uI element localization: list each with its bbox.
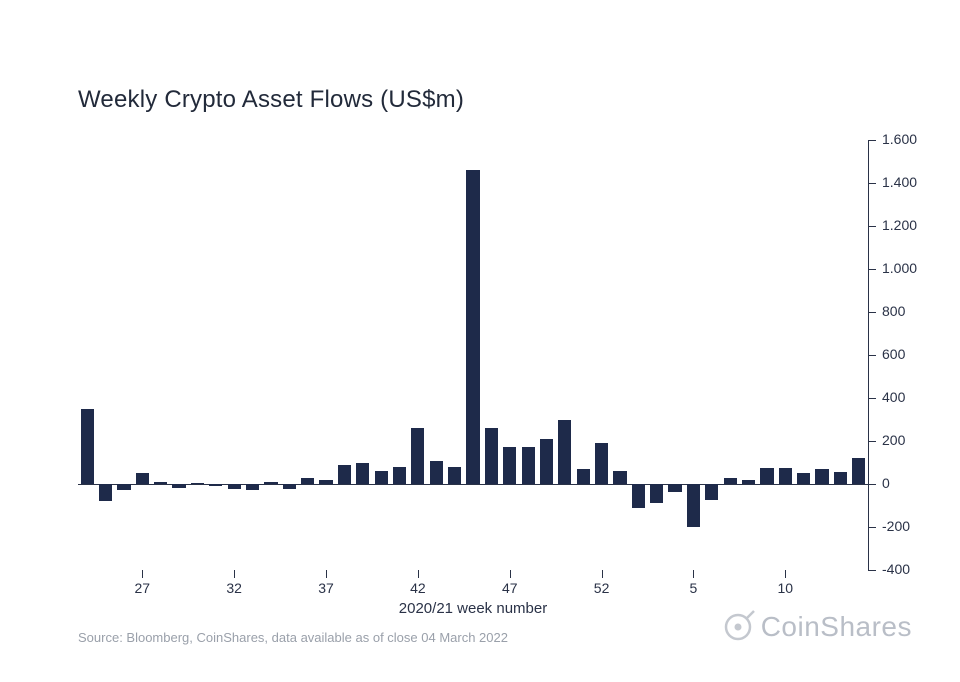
x-tick-mark <box>785 570 786 578</box>
zero-line <box>78 484 868 485</box>
bar <box>797 473 810 484</box>
y-tick-label: -200 <box>882 518 942 534</box>
x-tick-mark <box>602 570 603 578</box>
bar <box>595 443 608 484</box>
x-tick-label: 32 <box>226 580 242 596</box>
bar <box>650 484 663 503</box>
bar <box>356 463 369 485</box>
bar <box>283 484 296 489</box>
y-tick-mark <box>868 269 876 270</box>
y-tick-mark <box>868 355 876 356</box>
bar <box>430 461 443 484</box>
bar <box>705 484 718 500</box>
bar <box>687 484 700 527</box>
y-tick-label: 1.000 <box>882 260 942 276</box>
x-tick-mark <box>234 570 235 578</box>
bar-plot: -400-20002004006008001.0001.2001.4001.60… <box>78 140 868 570</box>
x-tick-label: 47 <box>502 580 518 596</box>
y-tick-mark <box>868 570 876 571</box>
y-tick-mark <box>868 183 876 184</box>
bar <box>209 484 222 486</box>
y-tick-mark <box>868 527 876 528</box>
bar <box>760 468 773 484</box>
x-tick-label: 42 <box>410 580 426 596</box>
x-tick-label: 5 <box>690 580 698 596</box>
bar <box>319 480 332 484</box>
bar <box>191 483 204 484</box>
y-tick-label: 400 <box>882 389 942 405</box>
brand-text: CoinShares <box>761 611 912 643</box>
y-tick-mark <box>868 484 876 485</box>
bar <box>742 480 755 484</box>
bar <box>81 409 94 484</box>
y-tick-mark <box>868 226 876 227</box>
bar <box>613 471 626 484</box>
x-tick-label: 10 <box>778 580 794 596</box>
bar <box>632 484 645 508</box>
x-axis-title: 2020/21 week number <box>399 600 547 617</box>
bar <box>228 484 241 489</box>
chart-area: -400-20002004006008001.0001.2001.4001.60… <box>78 140 868 570</box>
x-tick-label: 52 <box>594 580 610 596</box>
y-tick-label: 800 <box>882 303 942 319</box>
bar <box>375 471 388 484</box>
bar <box>136 473 149 484</box>
bar <box>834 472 847 484</box>
bar <box>815 469 828 484</box>
bar <box>779 468 792 484</box>
bar <box>668 484 681 492</box>
y-tick-mark <box>868 140 876 141</box>
bar <box>246 484 259 490</box>
bar <box>301 478 314 484</box>
bar <box>852 458 865 484</box>
brand: CoinShares <box>721 610 912 644</box>
y-tick-label: 1.400 <box>882 174 942 190</box>
bar <box>522 447 535 484</box>
x-tick-label: 27 <box>135 580 151 596</box>
x-tick-mark <box>510 570 511 578</box>
bar <box>117 484 130 490</box>
y-tick-mark <box>868 398 876 399</box>
bar <box>411 428 424 484</box>
x-tick-mark <box>142 570 143 578</box>
bar <box>558 420 571 485</box>
x-tick-mark <box>326 570 327 578</box>
bar <box>99 484 112 501</box>
y-tick-label: 0 <box>882 475 942 491</box>
bar <box>577 469 590 484</box>
source-text: Source: Bloomberg, CoinShares, data avai… <box>78 630 508 645</box>
bar <box>448 467 461 484</box>
bar <box>503 447 516 484</box>
y-tick-label: 200 <box>882 432 942 448</box>
bar <box>264 482 277 484</box>
y-tick-label: 600 <box>882 346 942 362</box>
brand-logo-icon <box>721 610 755 644</box>
bar <box>338 465 351 484</box>
bar <box>172 484 185 488</box>
chart-title: Weekly Crypto Asset Flows (US$m) <box>78 86 464 114</box>
chart-container: Weekly Crypto Asset Flows (US$m) -400-20… <box>0 0 960 682</box>
y-tick-mark <box>868 441 876 442</box>
bar <box>540 439 553 484</box>
x-tick-mark <box>693 570 694 578</box>
bar <box>393 467 406 484</box>
y-tick-label: 1.600 <box>882 131 942 147</box>
y-tick-mark <box>868 312 876 313</box>
bar <box>466 170 479 484</box>
bar <box>485 428 498 484</box>
x-tick-label: 37 <box>318 580 334 596</box>
bar <box>154 482 167 484</box>
bar <box>724 478 737 484</box>
y-tick-label: 1.200 <box>882 217 942 233</box>
x-tick-mark <box>418 570 419 578</box>
y-tick-label: -400 <box>882 561 942 577</box>
